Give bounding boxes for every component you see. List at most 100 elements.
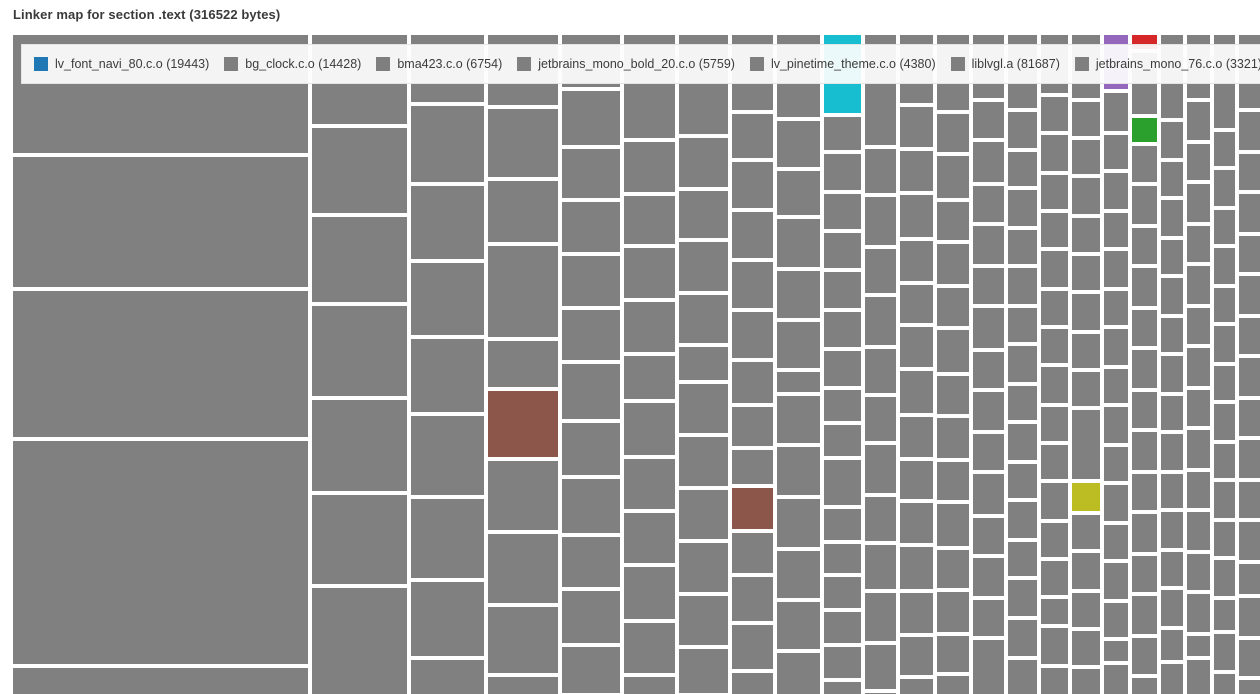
treemap-cell[interactable] [973,226,1004,264]
treemap-cell[interactable] [1008,112,1037,148]
treemap-cell[interactable] [411,416,484,495]
treemap-cell[interactable] [1104,329,1128,365]
treemap-cell[interactable] [824,154,861,190]
treemap-cell[interactable] [1239,112,1260,150]
treemap-cell[interactable] [1132,350,1157,388]
treemap-cell[interactable] [1239,680,1260,694]
legend-item[interactable]: liblvgl.a (81687) [950,57,1060,71]
treemap-cell[interactable] [1041,213,1068,247]
treemap-cell[interactable] [562,256,620,306]
treemap-cell[interactable] [973,434,1004,470]
treemap-cell[interactable] [937,202,969,240]
treemap-cell[interactable] [1239,564,1260,594]
treemap-cell[interactable] [1161,122,1183,158]
treemap-cell[interactable] [1214,444,1235,478]
treemap-cell[interactable] [1161,200,1183,236]
treemap-cell[interactable] [1041,367,1068,403]
treemap-cell[interactable] [411,339,484,412]
treemap-cell[interactable] [865,149,896,193]
treemap-cell[interactable] [1104,213,1128,247]
treemap-cell[interactable] [624,513,675,563]
treemap-cell[interactable] [937,592,969,632]
treemap-cell[interactable] [732,212,773,258]
legend-item[interactable]: lv_pinetime_theme.c.o (4380) [749,57,936,71]
treemap-cell[interactable] [1041,668,1068,694]
treemap-cell[interactable] [937,244,969,284]
treemap-cell[interactable] [1008,308,1037,342]
treemap-cell[interactable] [1187,636,1210,656]
treemap-cell[interactable] [411,106,484,182]
treemap-cell[interactable] [488,246,558,337]
treemap-cell[interactable] [1008,502,1037,538]
treemap-cell[interactable] [1104,665,1128,694]
legend-item[interactable]: jetbrains_mono_76.c.o (3321) [1074,57,1260,71]
treemap-cell-highlight[interactable] [1132,118,1157,142]
treemap-cell[interactable] [562,364,620,419]
treemap-cell[interactable] [732,312,773,358]
treemap-cell[interactable] [777,551,820,598]
treemap-cell[interactable] [1072,515,1100,549]
treemap-cell[interactable] [973,186,1004,222]
treemap-cell[interactable] [1187,430,1210,468]
treemap-cell[interactable] [1161,474,1183,508]
treemap-cell[interactable] [1104,563,1128,599]
treemap-cell[interactable] [1132,146,1157,182]
treemap-cell[interactable] [1187,472,1210,508]
treemap-cell[interactable] [1132,310,1157,346]
treemap-cell[interactable] [488,534,558,603]
treemap-cell[interactable] [1041,483,1068,519]
treemap-cell[interactable] [1187,226,1210,262]
treemap-cell[interactable] [624,623,675,673]
treemap-cell[interactable] [624,403,675,455]
treemap-cell[interactable] [1072,102,1100,136]
treemap-cell[interactable] [1008,580,1037,616]
legend-item[interactable]: jetbrains_mono_bold_20.c.o (5759) [517,57,735,71]
treemap-cell[interactable] [1041,407,1068,441]
treemap-cell[interactable] [13,291,308,437]
treemap-cell[interactable] [1041,329,1068,363]
treemap-cell[interactable] [562,149,620,198]
treemap-cell[interactable] [1161,318,1183,352]
treemap-cell[interactable] [312,306,407,396]
treemap-cell[interactable] [1214,326,1235,362]
treemap-cell[interactable] [973,600,1004,636]
treemap-cell[interactable] [1132,186,1157,224]
treemap-cell[interactable] [973,102,1004,138]
treemap-cell[interactable] [973,392,1004,430]
treemap-cell[interactable] [1041,561,1068,595]
treemap-cell[interactable] [488,341,558,387]
treemap-cell[interactable] [624,567,675,619]
treemap-cell[interactable] [865,445,896,493]
treemap-cell[interactable] [312,217,407,302]
treemap-cell[interactable] [1161,240,1183,274]
treemap-cell[interactable] [1239,640,1260,676]
treemap-cell[interactable] [1008,268,1037,304]
treemap-cell[interactable] [824,577,861,608]
treemap-cell[interactable] [1104,251,1128,287]
treemap-cell[interactable] [777,653,820,694]
treemap-cell[interactable] [624,142,675,192]
treemap-cell[interactable] [824,647,861,678]
treemap-cell[interactable] [900,503,933,543]
treemap-cell[interactable] [624,459,675,509]
treemap-cell[interactable] [1041,291,1068,325]
treemap-cell[interactable] [1104,291,1128,325]
treemap-cell[interactable] [973,308,1004,348]
treemap-cell[interactable] [562,310,620,360]
treemap-cell[interactable] [937,156,969,198]
treemap-cell[interactable] [1072,218,1100,252]
treemap-cell[interactable] [900,679,933,694]
treemap-cell[interactable] [1041,251,1068,287]
legend-item[interactable]: lv_font_navi_80.c.o (19443) [34,57,209,71]
treemap-cell[interactable] [824,233,861,268]
treemap-cell[interactable] [13,157,308,287]
treemap-cell[interactable] [312,128,407,213]
treemap-cell[interactable] [562,591,620,643]
treemap-cell[interactable] [1187,660,1210,694]
treemap-cell[interactable] [1072,631,1100,665]
treemap-cell[interactable] [1072,178,1100,214]
treemap-cell[interactable] [937,114,969,152]
treemap-cell[interactable] [824,460,861,505]
treemap-cell[interactable] [1214,482,1235,518]
treemap-cell[interactable] [900,417,933,457]
